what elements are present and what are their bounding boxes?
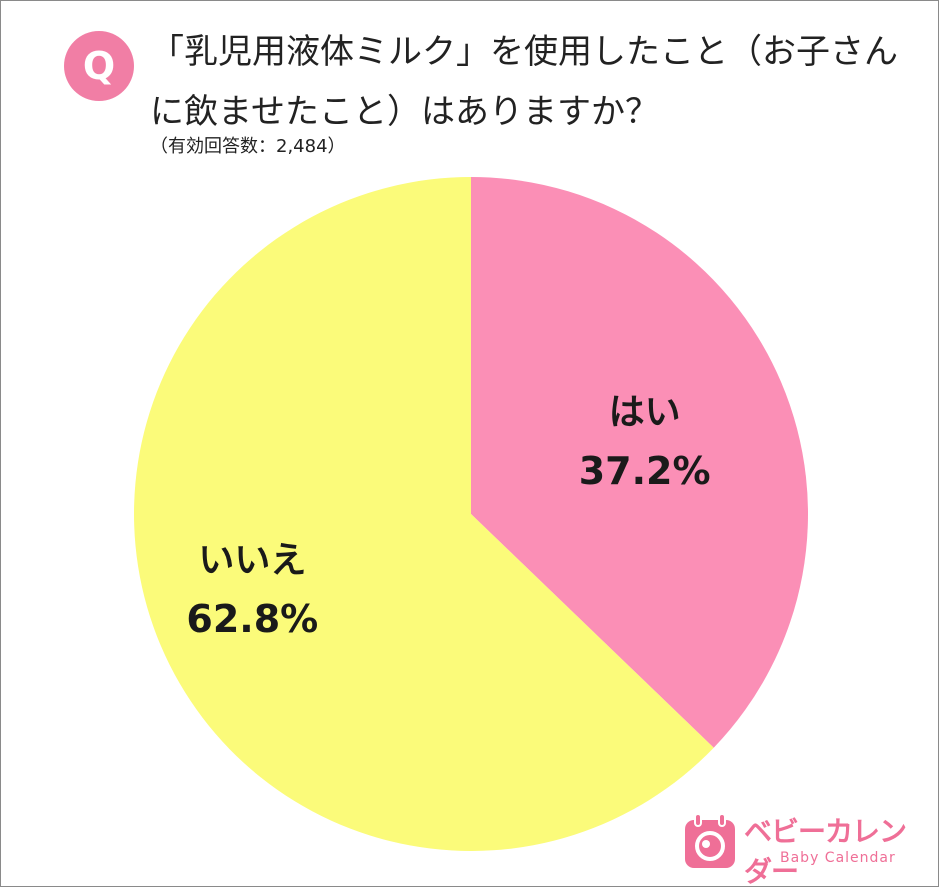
pie-labels: はい 37.2% いいえ 62.8% bbox=[186, 392, 710, 641]
response-count-note: （有効回答数：2,484） bbox=[150, 136, 346, 157]
slice-label-no: いいえ bbox=[198, 540, 306, 581]
logo-subtitle: Baby Calendar bbox=[780, 850, 896, 866]
question-badge-letter: Q bbox=[82, 44, 116, 88]
calendar-baby-icon bbox=[685, 813, 735, 868]
slice-value-no: 62.8% bbox=[186, 597, 318, 641]
pie-slice-yes bbox=[471, 177, 808, 748]
baby-calendar-logo: ベビーカレンダー Baby Calendar bbox=[682, 808, 922, 888]
logo-name: ベビーカレンダー bbox=[744, 815, 907, 888]
slice-value-yes: 37.2% bbox=[579, 449, 711, 493]
pie-slice-no bbox=[134, 177, 714, 851]
question-badge: Q bbox=[64, 31, 134, 101]
question-text: 「乳児用液体ミルク」を使用したこと（お子さんに飲ませたこと）はありますか？ bbox=[150, 32, 898, 132]
pie-slices bbox=[134, 177, 808, 851]
slice-label-yes: はい bbox=[609, 392, 681, 433]
